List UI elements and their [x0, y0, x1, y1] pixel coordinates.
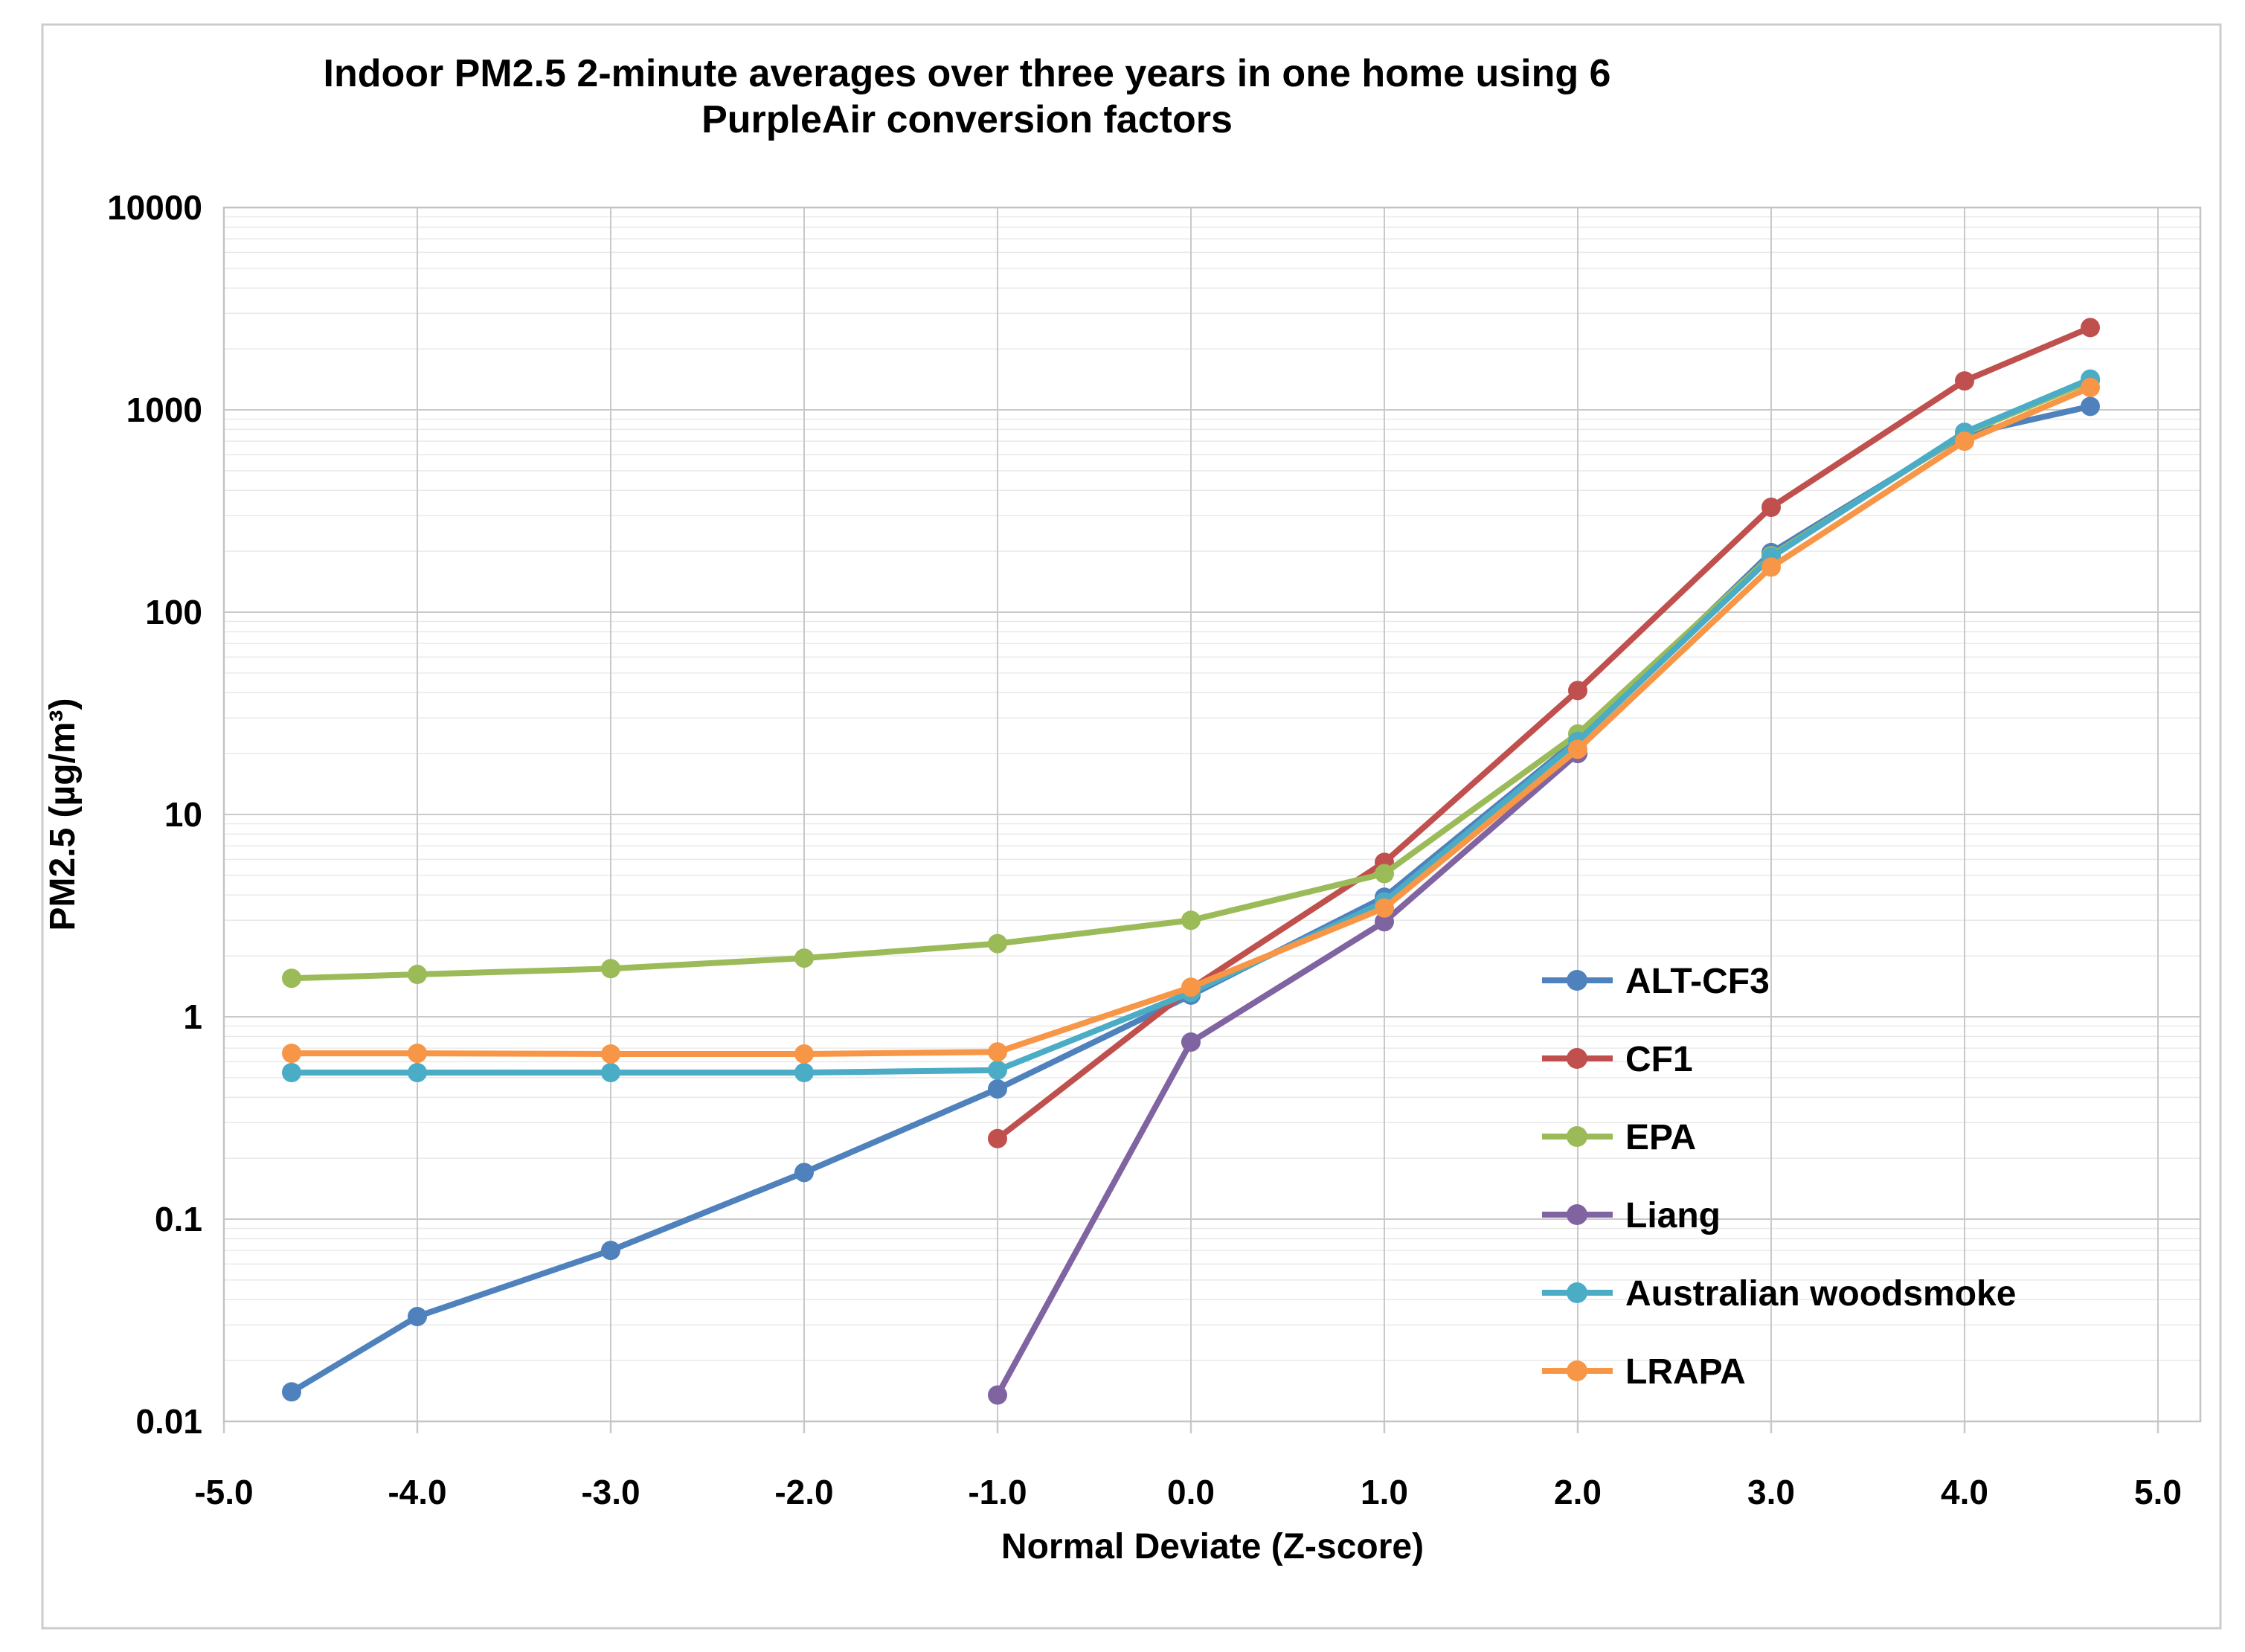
series-point-liang [988, 1385, 1007, 1405]
series-point-australian-woodsmoke [408, 1062, 427, 1082]
legend-marker-swatch [1567, 1204, 1587, 1225]
chart-title-line1: Indoor PM2.5 2-minute averages over thre… [324, 52, 1611, 95]
y-tick-0.1: 0.1 [155, 1200, 202, 1238]
series-point-lrapa [1568, 739, 1587, 759]
x-tick-2: 2.0 [1554, 1473, 1602, 1511]
series-point-alt-cf3 [2081, 396, 2100, 417]
plot-area-border [222, 206, 2202, 1423]
series-point-lrapa [1375, 898, 1394, 918]
y-tick-1000: 1000 [126, 390, 202, 429]
y-axis-title: PM2.5 (µg/m³) [43, 698, 83, 931]
series-point-epa [1375, 864, 1394, 884]
legend-label: Australian woodsmoke [1625, 1274, 2016, 1314]
series-point-alt-cf3 [794, 1163, 814, 1183]
chart-frame [41, 23, 2222, 1630]
y-tick-10000: 10000 [107, 188, 202, 227]
x-tick--4: -4.0 [388, 1473, 446, 1511]
series-point-australian-woodsmoke [988, 1060, 1007, 1080]
x-tick--1: -1.0 [968, 1473, 1027, 1511]
x-tick--3: -3.0 [581, 1473, 640, 1511]
x-tick-1: 1.0 [1361, 1473, 1408, 1511]
series-point-cf1 [1568, 681, 1587, 701]
legend-item-lrapa: LRAPA [1542, 1352, 1746, 1392]
series-point-lrapa [1761, 557, 1781, 577]
y-tick-0.01: 0.01 [135, 1402, 202, 1441]
legend-marker-swatch [1567, 970, 1587, 991]
series-point-alt-cf3 [988, 1079, 1007, 1099]
x-tick-4: 4.0 [1941, 1473, 1988, 1511]
series-line-liang [995, 751, 1581, 1398]
x-tick-3: 3.0 [1747, 1473, 1795, 1511]
series-point-lrapa [2081, 377, 2100, 397]
legend-item-australian-woodsmoke: Australian woodsmoke [1542, 1274, 2016, 1314]
series-liang [988, 744, 1587, 1405]
series-point-alt-cf3 [601, 1241, 620, 1261]
legend-item-epa: EPA [1542, 1118, 1696, 1157]
legend-marker-swatch [1567, 1048, 1587, 1069]
series-point-epa [601, 959, 620, 979]
y-tick-1: 1 [183, 997, 202, 1036]
legend-item-liang: Liang [1542, 1196, 1721, 1235]
series-point-cf1 [1955, 371, 1974, 391]
x-axis-tick-labels: -5.0 -4.0 -3.0 -2.0 -1.0 0.0 1.0 2.0 3.0… [194, 1473, 2182, 1511]
series-point-cf1 [2081, 318, 2100, 338]
legend-item-alt-cf3: ALT-CF3 [1542, 962, 1770, 1001]
series-point-epa [988, 933, 1007, 954]
x-tick-5: 5.0 [2134, 1473, 2182, 1511]
series-point-lrapa [282, 1044, 301, 1064]
series-point-epa [794, 948, 814, 968]
series-point-lrapa [1955, 431, 1974, 451]
legend-marker-swatch [1567, 1282, 1587, 1303]
legend-label: LRAPA [1625, 1352, 1746, 1392]
y-axis-tick-labels: 10000 1000 100 10 1 0.1 0.01 [107, 188, 202, 1441]
legend-label: Liang [1625, 1196, 1721, 1235]
series-point-australian-woodsmoke [282, 1062, 301, 1082]
series-point-australian-woodsmoke [794, 1062, 814, 1082]
legend-marker-swatch [1567, 1126, 1587, 1147]
series-point-alt-cf3 [408, 1306, 427, 1326]
legend-label: CF1 [1625, 1040, 1693, 1079]
series-layer [282, 318, 2100, 1405]
series-point-lrapa [601, 1044, 620, 1064]
series-point-liang [1375, 912, 1394, 932]
x-axis-title: Normal Deviate (Z-score) [1001, 1527, 1424, 1566]
chart-title-line2: PurpleAir conversion factors [701, 98, 1233, 141]
series-point-lrapa [794, 1044, 814, 1064]
series-point-liang [1181, 1032, 1201, 1052]
legend-marker-swatch [1567, 1360, 1587, 1381]
series-point-cf1 [988, 1128, 1007, 1148]
series-point-alt-cf3 [282, 1382, 301, 1402]
legend-label: ALT-CF3 [1625, 962, 1770, 1001]
series-point-epa [1181, 910, 1201, 931]
series-lrapa [282, 377, 2100, 1064]
y-tick-10: 10 [164, 795, 202, 834]
x-tick--5: -5.0 [194, 1473, 253, 1511]
x-tick--2: -2.0 [774, 1473, 833, 1511]
legend-label: EPA [1625, 1118, 1696, 1157]
series-point-lrapa [408, 1044, 427, 1064]
legend-item-cf1: CF1 [1542, 1040, 1693, 1079]
y-tick-100: 100 [145, 593, 202, 631]
x-tick-0: 0.0 [1167, 1473, 1215, 1511]
series-point-epa [408, 965, 427, 985]
series-point-cf1 [1761, 497, 1781, 517]
series-point-epa [282, 968, 301, 989]
series-point-lrapa [988, 1042, 1007, 1062]
legend: ALT-CF3 CF1 EPA Liang Australian woodsmoke LR… [1542, 962, 2016, 1392]
series-point-lrapa [1181, 977, 1201, 997]
series-point-australian-woodsmoke [601, 1062, 620, 1082]
